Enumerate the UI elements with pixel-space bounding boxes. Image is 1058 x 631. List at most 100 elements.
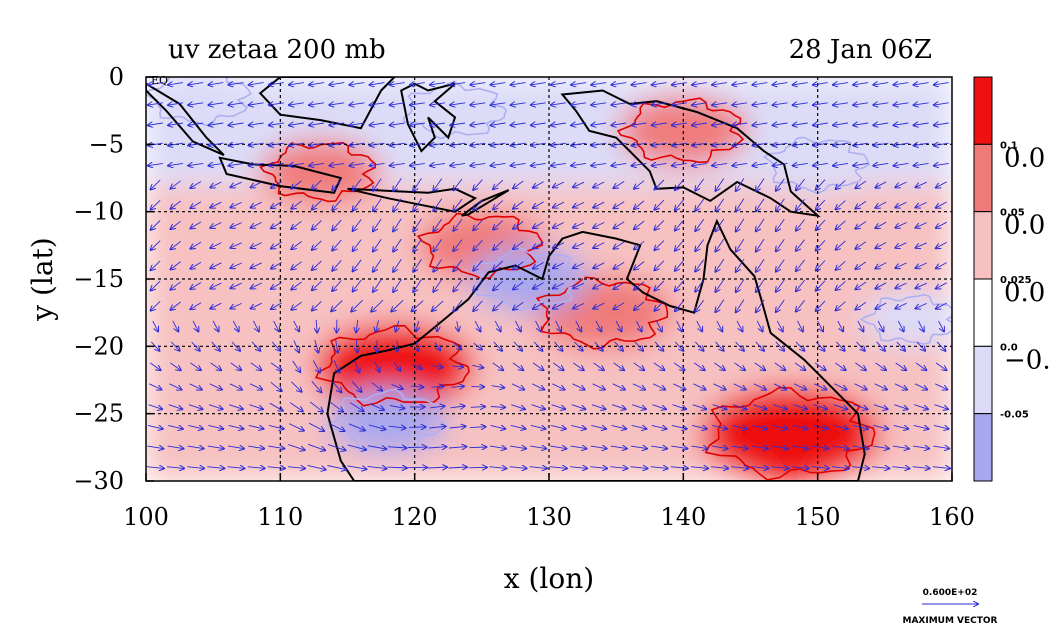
wind-vector-397 [895,262,907,268]
wind-vector-3 [208,83,224,85]
wind-vector-123 [208,143,224,145]
wind-vector-341 [573,242,585,248]
wind-vector-498 [514,320,520,332]
wind-vector-366 [271,262,282,268]
wind-vector-84 [229,123,244,125]
wind-vector-535 [453,342,462,349]
wind-vector-598 [915,362,926,370]
wind-vector-321 [171,241,181,249]
wind-vector-654 [430,406,444,408]
wind-vector-658 [511,404,525,410]
wind-vector-550 [755,341,764,351]
wind-vector-688 [308,422,324,431]
wind-vector-393 [816,260,826,271]
wind-vector-111 [773,123,788,125]
wind-vector-160 [148,163,163,165]
wind-vector-97 [491,123,506,125]
wind-vector-335 [453,239,463,251]
wind-vector-339 [533,241,544,248]
wind-vector-338 [513,241,524,250]
colorbar-level-label-0: 0.1 [1000,140,1018,151]
wind-vector-405 [251,282,262,288]
wind-vector-467 [695,299,705,312]
wind-vector-293 [413,218,422,232]
wind-vector-440 [151,300,161,310]
wind-vector-599 [935,362,947,370]
wind-vector-230 [756,178,765,192]
wind-vector-706 [671,425,687,429]
wind-vector-336 [473,239,483,250]
vorticity-core-1 [741,407,841,461]
wind-vector-742 [590,446,607,449]
wind-vector-669 [732,404,747,410]
wind-vector-46 [269,103,284,105]
wind-vector-548 [715,341,724,351]
wind-vector-652 [389,406,404,409]
wind-vector-794 [831,467,849,469]
wind-vector-746 [671,446,687,449]
wind-vector-191 [773,163,788,165]
x-axis-label: x (lon) [504,562,594,595]
wind-vector-253 [413,198,422,212]
wind-vector-183 [611,163,627,165]
wind-vector-233 [816,179,826,190]
wind-vector-269 [736,198,745,212]
wind-vector-328 [312,240,322,250]
wind-vector-254 [433,198,443,211]
wind-vector-428 [715,279,725,292]
wind-vector-239 [936,181,947,188]
wind-vector-151 [773,143,788,145]
wind-vector-421 [573,282,585,288]
wind-vector-204 [230,181,242,187]
wind-vector-294 [433,218,443,231]
wind-vector-288 [312,220,322,230]
wind-vector-185 [652,163,667,165]
wind-vector-280 [151,220,161,230]
wind-vector-95 [450,123,466,125]
wind-vector-505 [656,320,662,332]
wind-vector-90 [349,123,365,125]
wind-vector-699 [530,425,546,429]
wind-vector-91 [370,123,385,125]
wind-vector-769 [327,465,346,470]
wind-vectors [147,83,950,470]
wind-vector-630 [753,383,766,390]
wind-vector-571 [374,361,380,372]
wind-vector-713 [812,425,828,429]
wind-vector-491 [376,320,379,332]
wind-vector-640 [148,404,163,410]
contour-ring-5 [616,97,745,164]
wind-vector-216 [473,179,483,190]
wind-vector-26 [672,83,687,85]
wind-vector-225 [654,179,665,190]
wind-vector-697 [490,425,506,429]
wind-vector-119 [934,123,949,125]
wind-vector-427 [695,279,705,292]
wind-vector-24 [632,83,647,85]
wind-vector-372 [393,258,402,272]
wind-vector-248 [312,200,322,209]
wind-vector-730 [347,444,366,450]
wind-vector-679 [934,404,949,410]
wind-vector-166 [269,163,284,165]
wind-vector-443 [210,302,222,309]
wind-vector-360 [151,260,161,270]
wind-vector-291 [373,218,382,231]
wind-vector-764 [227,467,245,469]
wind-vector-93 [410,123,425,125]
wind-vector-73 [813,103,828,105]
wind-vector-282 [190,221,202,229]
wind-vector-723 [207,446,224,449]
wind-vector-268 [715,198,725,211]
wind-vector-751 [772,446,788,449]
wind-vector-300 [553,222,565,228]
wind-vector-395 [855,261,867,269]
wind-vector-507 [696,320,703,332]
wind-vector-281 [171,220,181,229]
wind-vector-222 [593,181,605,188]
contour-ring-7 [402,81,508,140]
wind-vector-296 [473,219,483,230]
colorbar-swatch-4 [973,345,993,415]
wind-vector-376 [473,260,483,270]
